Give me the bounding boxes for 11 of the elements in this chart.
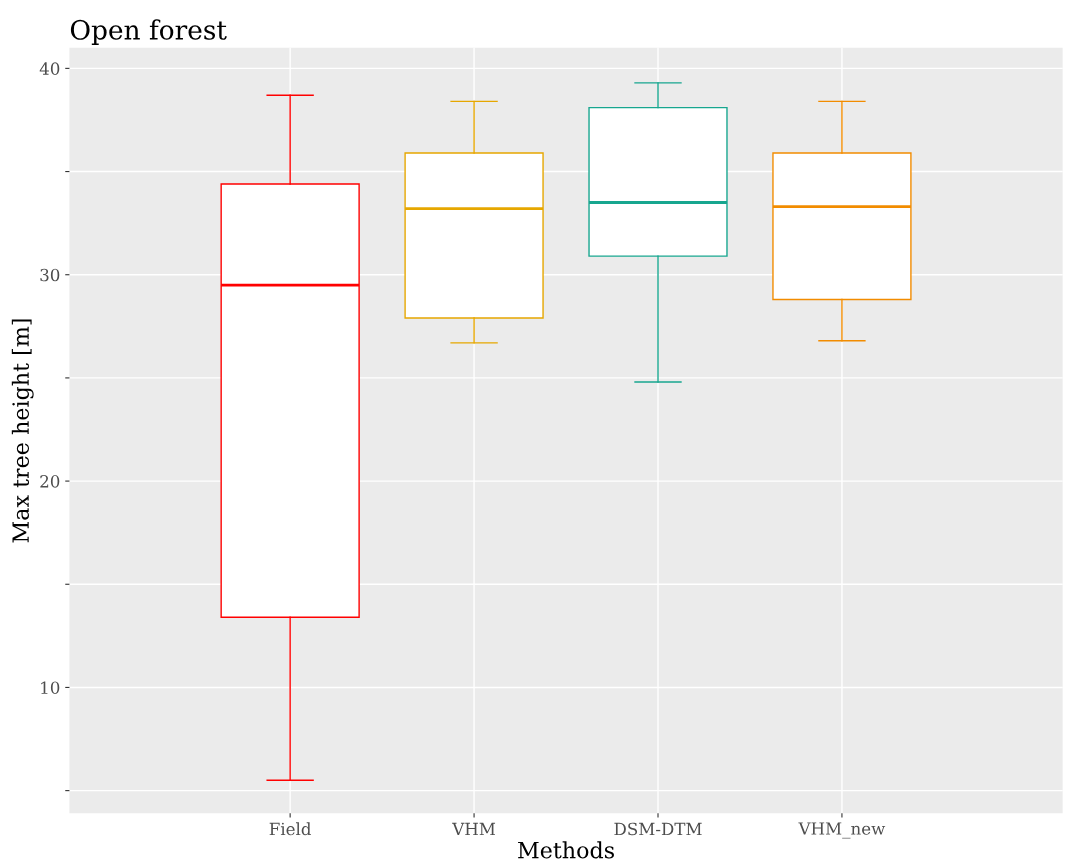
x-tick-label: VHM xyxy=(452,822,496,836)
y-axis-title: Max tree height [m] xyxy=(11,319,34,543)
x-tick-label: VHM_new xyxy=(798,822,886,839)
y-tick-label: 30 xyxy=(40,268,60,282)
x-axis-title: Methods xyxy=(518,841,614,859)
y-tick-label: 20 xyxy=(40,475,60,488)
y-tick-label: 10 xyxy=(41,681,60,695)
y-tick-label: 40 xyxy=(39,62,60,75)
x-tick-label: DSM-DTM xyxy=(614,822,702,836)
chart-title: Open forest xyxy=(70,19,227,45)
x-tick-label: Field xyxy=(269,822,312,836)
